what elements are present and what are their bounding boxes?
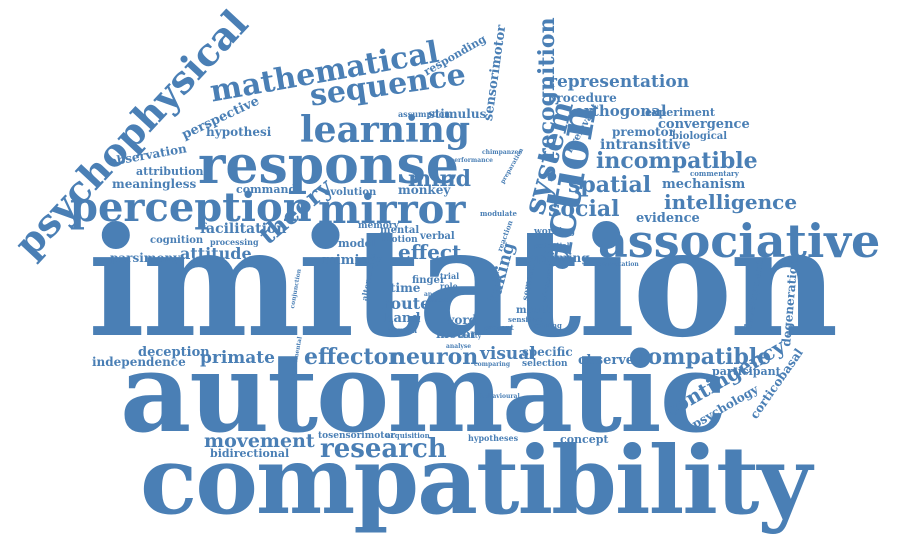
- word-research: research: [320, 434, 447, 464]
- word-hypotheses: hypotheses: [468, 433, 519, 443]
- word-independence: independence: [92, 355, 186, 369]
- word-processing: processing: [210, 237, 259, 247]
- word-stimulus: stimulus: [428, 107, 487, 121]
- word-motor: motor: [436, 327, 477, 341]
- word-assumption: assumption: [398, 109, 450, 119]
- word-procedure: procedure: [548, 91, 617, 105]
- word-hand: hand: [384, 311, 421, 326]
- word-concept: concept: [560, 433, 609, 446]
- word-mimicry: mimicry: [322, 253, 382, 268]
- word-commutation: commutation: [594, 261, 639, 268]
- word-evolution: evolution: [324, 187, 377, 198]
- word-mirror: mirror: [318, 186, 466, 233]
- word-ability: ability: [460, 333, 482, 340]
- word-parsimony: parsimony: [110, 251, 181, 265]
- word-tosensorimotor: tosensorimotor: [318, 431, 396, 441]
- word-motion: motion: [382, 235, 418, 245]
- word-observed: observed: [578, 353, 644, 368]
- word-effect: effect: [398, 240, 462, 264]
- word-chimpanzee: chimpanzee: [482, 149, 523, 156]
- word-primate: primate: [200, 348, 275, 368]
- word-word: word: [444, 313, 478, 327]
- word-participant: participant: [712, 365, 781, 378]
- word-associative: associative: [598, 214, 881, 268]
- word-visual: visual: [480, 344, 536, 364]
- word-automatic: automatic: [120, 328, 727, 457]
- word-perception: perception: [70, 184, 312, 231]
- word-mouth: mouth: [516, 305, 553, 316]
- word-time: time: [390, 281, 421, 295]
- word-representation: representation: [548, 72, 690, 92]
- word-response: response: [198, 135, 459, 196]
- word-finger: finger: [412, 275, 446, 286]
- word-route: route: [382, 294, 431, 313]
- word-training: training: [530, 321, 562, 330]
- word-imitation: imitation: [88, 195, 839, 371]
- word-compatible: compatible: [634, 344, 772, 370]
- word-priming: priming: [536, 251, 590, 265]
- word-social: social: [548, 196, 620, 222]
- word-memory: memory: [358, 221, 399, 231]
- word-performance: performance: [450, 157, 493, 164]
- word-commentary: commentary: [690, 169, 739, 178]
- word-incompatible: incompatible: [596, 148, 758, 174]
- word-orthogonal: orthogonal: [574, 102, 667, 120]
- word-intransitive: intransitive: [600, 137, 691, 153]
- word-deception: deception: [138, 345, 210, 360]
- word-model: model: [338, 237, 376, 250]
- word-ape: ape: [424, 291, 436, 298]
- word-hypothesi: hypothesi: [206, 125, 272, 139]
- word-effector: effector: [304, 344, 400, 370]
- word-working: working: [534, 227, 575, 237]
- word-spatial: spatial: [568, 172, 652, 198]
- word-biological: biological: [672, 131, 728, 142]
- word-selection: selection: [522, 359, 568, 369]
- word-verbal: verbal: [420, 231, 455, 242]
- word-learning: learning: [300, 109, 471, 151]
- word-experiment: experiment: [645, 106, 715, 119]
- word-mechanism: mechanism: [662, 177, 746, 192]
- word-meaningless: meaningless: [112, 177, 197, 191]
- word-cognition: cognition: [150, 235, 204, 246]
- word-present: present: [484, 323, 514, 332]
- word-acquisition: acquisition: [386, 431, 430, 440]
- word-convergence: convergence: [658, 117, 750, 132]
- word-attribution: attribution: [136, 165, 204, 178]
- word-potential: potential: [534, 241, 570, 250]
- word-compatibility: compatibility: [140, 426, 812, 536]
- word-direct: direct: [428, 297, 448, 304]
- word-bidirectional: bidirectional: [210, 447, 290, 460]
- word-intelligence: intelligence: [664, 190, 798, 214]
- word-role: role: [440, 281, 458, 291]
- word-premotor: premotor: [612, 125, 675, 139]
- word-analyse: analyse: [446, 343, 472, 350]
- word-evidence: evidence: [636, 211, 700, 226]
- word-neuron: neuron: [390, 344, 479, 370]
- word-mental: mental: [380, 225, 420, 236]
- word-mind: mind: [408, 166, 472, 192]
- word-behavioural: behavioural: [480, 393, 520, 400]
- word-comparing: comparing: [474, 361, 511, 368]
- word-human: human: [386, 325, 418, 335]
- word-monkey: monkey: [398, 183, 451, 197]
- word-sensitive: sensitive: [508, 315, 543, 324]
- word-specific: specific: [522, 345, 573, 359]
- word-attitude: attitude: [180, 244, 252, 263]
- word-trial: trial: [440, 271, 460, 281]
- word-facilitation: facilitation: [200, 221, 287, 237]
- word-command: command: [236, 183, 297, 196]
- word-modulate: modulate: [480, 209, 517, 218]
- word-movement: movement: [204, 430, 315, 452]
